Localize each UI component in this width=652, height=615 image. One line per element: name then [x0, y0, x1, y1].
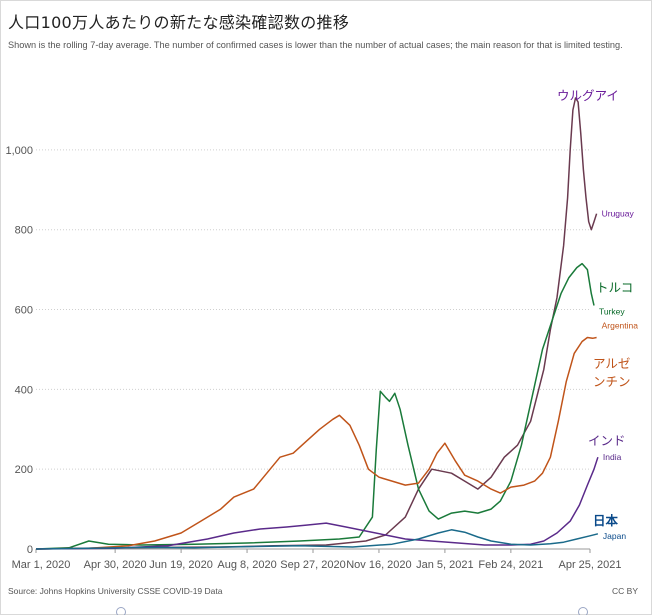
x-tick-label: Feb 24, 2021	[478, 559, 543, 571]
series-line-uruguay[interactable]	[35, 97, 598, 550]
x-tick-label: Nov 16, 2020	[346, 559, 411, 571]
source-note: Source: Johns Hopkins University CSSE CO…	[8, 586, 223, 596]
y-tick-label: 200	[15, 464, 33, 476]
timeline-end-handle[interactable]	[578, 607, 588, 615]
x-tick-label: Apr 30, 2020	[84, 559, 147, 571]
y-tick-label: 600	[15, 305, 33, 317]
series-label-uruguay: Uruguay	[602, 209, 635, 219]
series-label-ja-india: インド	[588, 433, 626, 448]
series-label-india: India	[603, 452, 622, 462]
timeline-strip	[0, 604, 652, 615]
y-tick-label: 0	[27, 544, 33, 556]
series-label-japan: Japan	[603, 531, 626, 541]
license-label[interactable]: CC BY	[612, 586, 638, 596]
series-label-argentina: Argentina	[602, 320, 639, 330]
series-line-turkey[interactable]	[35, 262, 595, 550]
x-tick-label: Apr 25, 2021	[559, 559, 622, 571]
timeline-start-handle[interactable]	[116, 607, 126, 615]
chart-subtitle: Shown is the rolling 7-day average. The …	[8, 40, 623, 50]
y-tick-label: 400	[15, 384, 33, 396]
x-tick-label: Sep 27, 2020	[280, 559, 345, 571]
series-line-india[interactable]	[35, 456, 599, 550]
series-label-ja-turkey: トルコ	[596, 280, 633, 295]
x-tick-label: Jun 19, 2020	[149, 559, 213, 571]
series-label-turkey: Turkey	[599, 307, 625, 317]
x-tick-label: Jan 5, 2021	[416, 559, 474, 571]
series-label-ja-argentina: アルゼ	[593, 356, 630, 371]
series-line-japan[interactable]	[35, 529, 599, 550]
chart-title: 人口100万人あたりの新たな感染確認数の推移	[8, 13, 350, 32]
y-tick-label: 800	[15, 225, 33, 237]
series-label-ja-japan: 日本	[593, 513, 619, 528]
y-tick-label: 1,000	[5, 145, 33, 157]
x-tick-label: Mar 1, 2020	[12, 559, 71, 571]
x-tick-label: Aug 8, 2020	[217, 559, 276, 571]
series-label-ja-uruguay: ウルグアイ	[557, 88, 619, 103]
series-line-argentina[interactable]	[35, 336, 597, 550]
series-label-ja-argentina-2: ンチン	[593, 374, 631, 389]
